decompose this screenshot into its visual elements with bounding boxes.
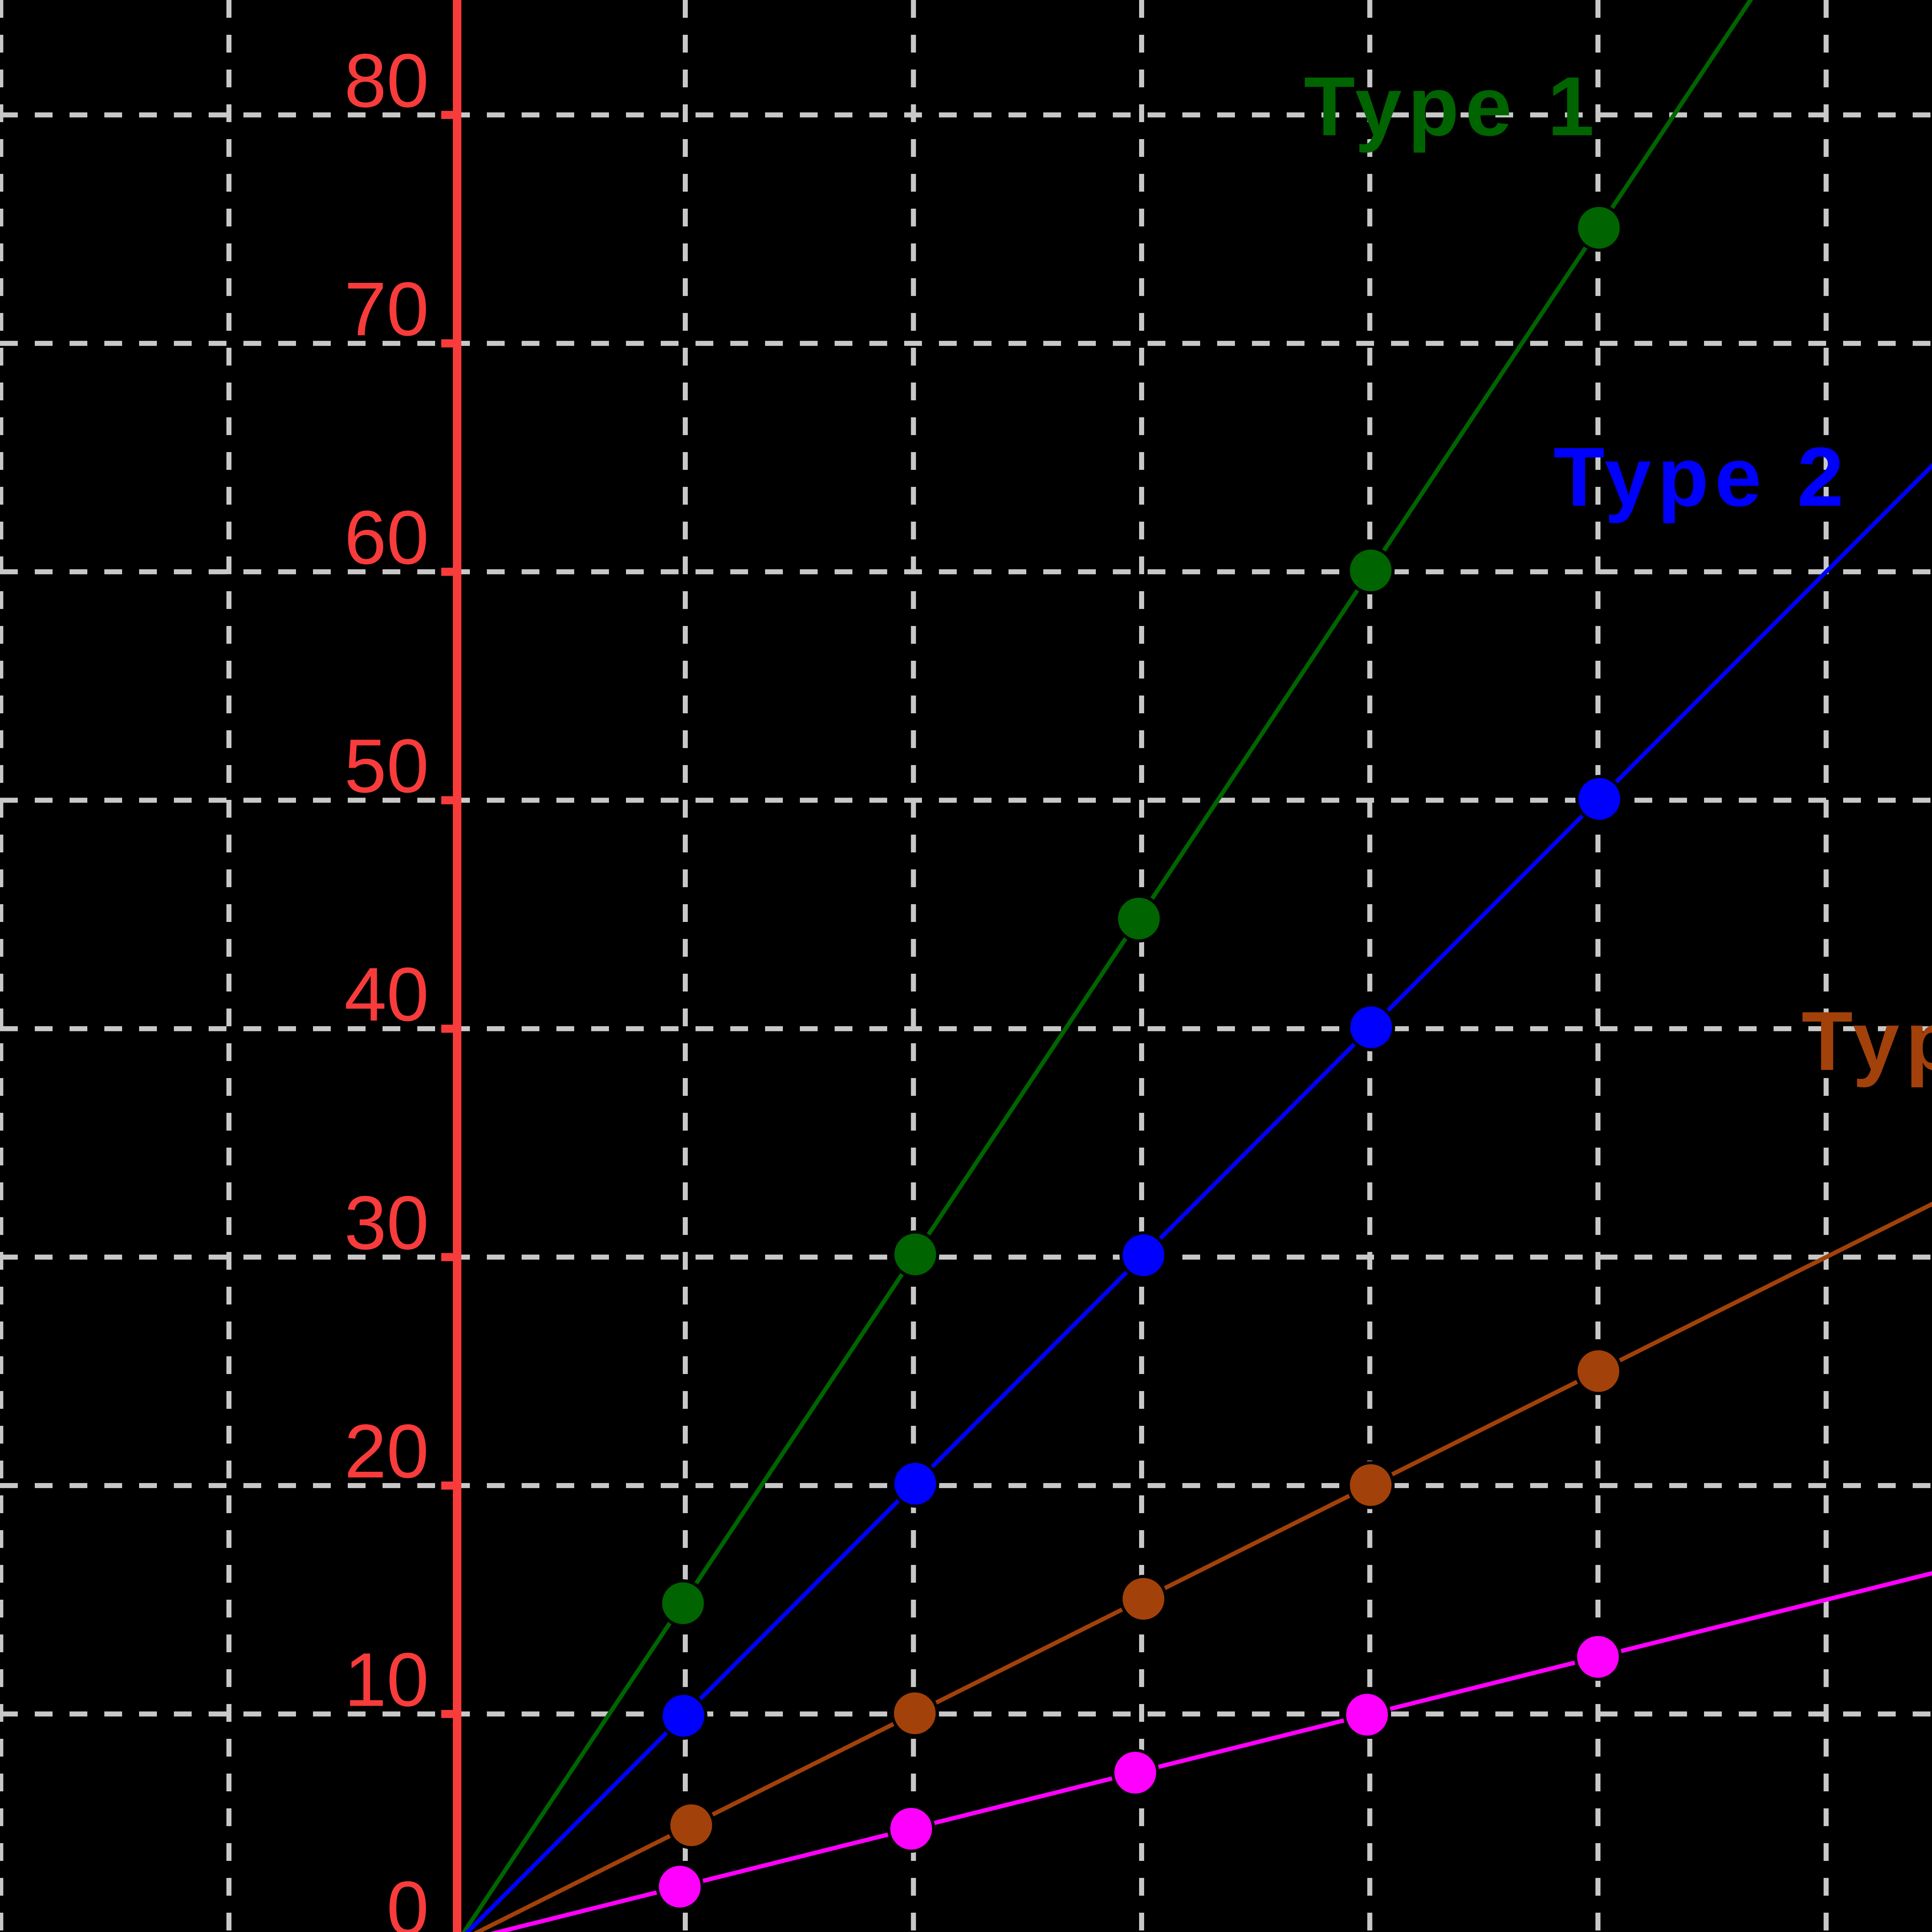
svg-text:Type 1: Type 1 <box>1304 60 1600 153</box>
svg-text:0: 0 <box>386 1866 429 1932</box>
svg-text:Type 2: Type 2 <box>1553 430 1850 524</box>
svg-text:30: 30 <box>344 1180 429 1265</box>
svg-text:60: 60 <box>344 495 429 580</box>
svg-text:40: 40 <box>344 952 429 1037</box>
svg-text:Type 3: Type 3 <box>1801 994 1932 1088</box>
svg-text:80: 80 <box>344 38 429 123</box>
svg-text:20: 20 <box>344 1409 429 1494</box>
svg-text:70: 70 <box>344 267 429 352</box>
svg-text:10: 10 <box>344 1637 429 1722</box>
svg-text:50: 50 <box>344 723 429 808</box>
